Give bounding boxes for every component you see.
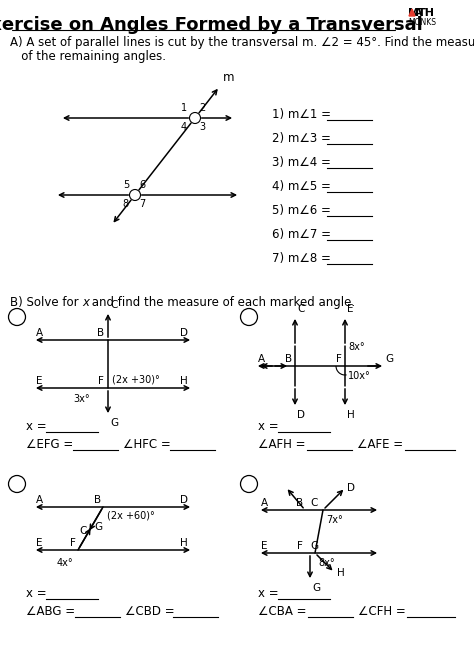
Text: B) Solve for: B) Solve for	[10, 296, 82, 309]
Text: D: D	[347, 482, 356, 492]
Text: (2x +60)°: (2x +60)°	[107, 510, 155, 520]
Text: E: E	[347, 304, 354, 314]
Text: x =: x =	[26, 587, 46, 600]
Text: 3x°: 3x°	[73, 394, 90, 404]
Text: 3: 3	[14, 479, 20, 489]
Text: B: B	[296, 498, 303, 508]
Text: 1: 1	[181, 103, 187, 113]
Text: ∠AFH =: ∠AFH =	[258, 438, 306, 451]
Text: B: B	[94, 495, 101, 505]
Text: ∠HFC =: ∠HFC =	[123, 438, 171, 451]
Text: G: G	[385, 354, 393, 364]
Text: 4: 4	[181, 122, 187, 132]
Text: F: F	[98, 376, 104, 386]
Text: D: D	[180, 328, 188, 338]
Text: A: A	[261, 498, 268, 508]
Text: 8x°: 8x°	[318, 558, 335, 568]
Text: G: G	[312, 583, 320, 593]
Circle shape	[240, 476, 257, 492]
Text: MONKS: MONKS	[408, 18, 436, 27]
Text: B: B	[285, 354, 292, 364]
Text: m: m	[223, 72, 234, 84]
Text: F: F	[70, 538, 76, 548]
Circle shape	[190, 113, 201, 123]
Text: E: E	[36, 376, 43, 386]
Text: x =: x =	[26, 420, 46, 433]
Text: ∠ABG =: ∠ABG =	[26, 605, 75, 618]
Text: H: H	[337, 567, 344, 578]
Text: 7: 7	[139, 199, 145, 209]
Text: (2x +30)°: (2x +30)°	[112, 375, 160, 385]
Text: 4x°: 4x°	[56, 558, 73, 568]
Text: ∠EFG =: ∠EFG =	[26, 438, 73, 451]
Text: 6: 6	[139, 180, 145, 190]
Text: 5: 5	[123, 180, 129, 190]
Text: ∠CFH =: ∠CFH =	[358, 605, 406, 618]
Text: Exercise on Angles Formed by a Transversal: Exercise on Angles Formed by a Transvers…	[0, 16, 422, 34]
Text: F: F	[297, 541, 303, 551]
Text: 2) m∠3 =: 2) m∠3 =	[272, 132, 331, 145]
Text: 7) m∠8 =: 7) m∠8 =	[272, 252, 331, 265]
Text: TH: TH	[418, 8, 435, 18]
Text: 8: 8	[123, 199, 129, 209]
Text: x =: x =	[258, 587, 279, 600]
Circle shape	[129, 190, 140, 200]
Circle shape	[9, 308, 26, 326]
Text: 6) m∠7 =: 6) m∠7 =	[272, 228, 331, 241]
Text: A) A set of parallel lines is cut by the transversal m. ∠2 = 45°. Find the measu: A) A set of parallel lines is cut by the…	[10, 36, 474, 49]
Text: 10x°: 10x°	[348, 371, 371, 381]
Text: 4: 4	[246, 479, 252, 489]
Text: 1) m∠1 =: 1) m∠1 =	[272, 108, 331, 121]
Text: E: E	[261, 541, 267, 551]
Text: A: A	[36, 495, 43, 505]
Text: of the remaining angles.: of the remaining angles.	[10, 50, 166, 63]
Text: ∠CBD =: ∠CBD =	[125, 605, 174, 618]
Text: 2: 2	[199, 103, 205, 113]
Text: ∠CBA =: ∠CBA =	[258, 605, 307, 618]
Polygon shape	[409, 9, 415, 16]
Text: ∠AFE =: ∠AFE =	[357, 438, 403, 451]
Circle shape	[240, 308, 257, 326]
Text: G: G	[94, 523, 102, 533]
Text: C: C	[310, 498, 318, 508]
Text: D: D	[297, 410, 305, 420]
Text: 7x°: 7x°	[326, 515, 343, 525]
Text: 5) m∠6 =: 5) m∠6 =	[272, 204, 331, 217]
Text: x: x	[82, 296, 89, 309]
Circle shape	[9, 476, 26, 492]
Text: A: A	[258, 354, 265, 364]
Text: A: A	[36, 328, 43, 338]
Text: x =: x =	[258, 420, 279, 433]
Text: 8x°: 8x°	[348, 342, 365, 352]
Text: C: C	[79, 525, 86, 535]
Text: H: H	[180, 538, 188, 548]
Text: H: H	[180, 376, 188, 386]
Text: and find the measure of each marked angle.: and find the measure of each marked angl…	[88, 296, 355, 309]
Text: C: C	[110, 300, 118, 310]
Text: M: M	[408, 8, 419, 18]
Text: D: D	[180, 495, 188, 505]
Text: 3) m∠4 =: 3) m∠4 =	[272, 156, 331, 169]
Text: H: H	[347, 410, 355, 420]
Text: 2: 2	[246, 312, 252, 322]
Text: E: E	[36, 538, 43, 548]
Text: C: C	[297, 304, 304, 314]
Text: G: G	[310, 541, 318, 551]
Text: 3: 3	[199, 122, 205, 132]
Text: 4) m∠5 =: 4) m∠5 =	[272, 180, 331, 193]
Text: F: F	[336, 354, 342, 364]
Text: A: A	[414, 8, 423, 18]
Text: G: G	[110, 418, 118, 428]
Text: B: B	[97, 328, 104, 338]
Text: 1: 1	[14, 312, 20, 322]
